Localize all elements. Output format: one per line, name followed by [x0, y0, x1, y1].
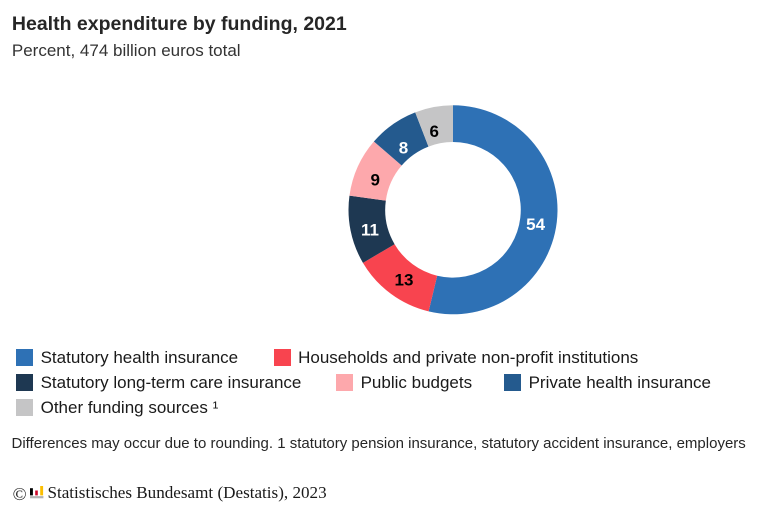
- svg-text:13: 13: [395, 271, 414, 290]
- svg-text:9: 9: [370, 171, 379, 190]
- svg-text:8: 8: [399, 139, 408, 158]
- svg-text:6: 6: [429, 122, 438, 141]
- svg-text:11: 11: [361, 221, 379, 240]
- svg-text:54: 54: [526, 215, 545, 234]
